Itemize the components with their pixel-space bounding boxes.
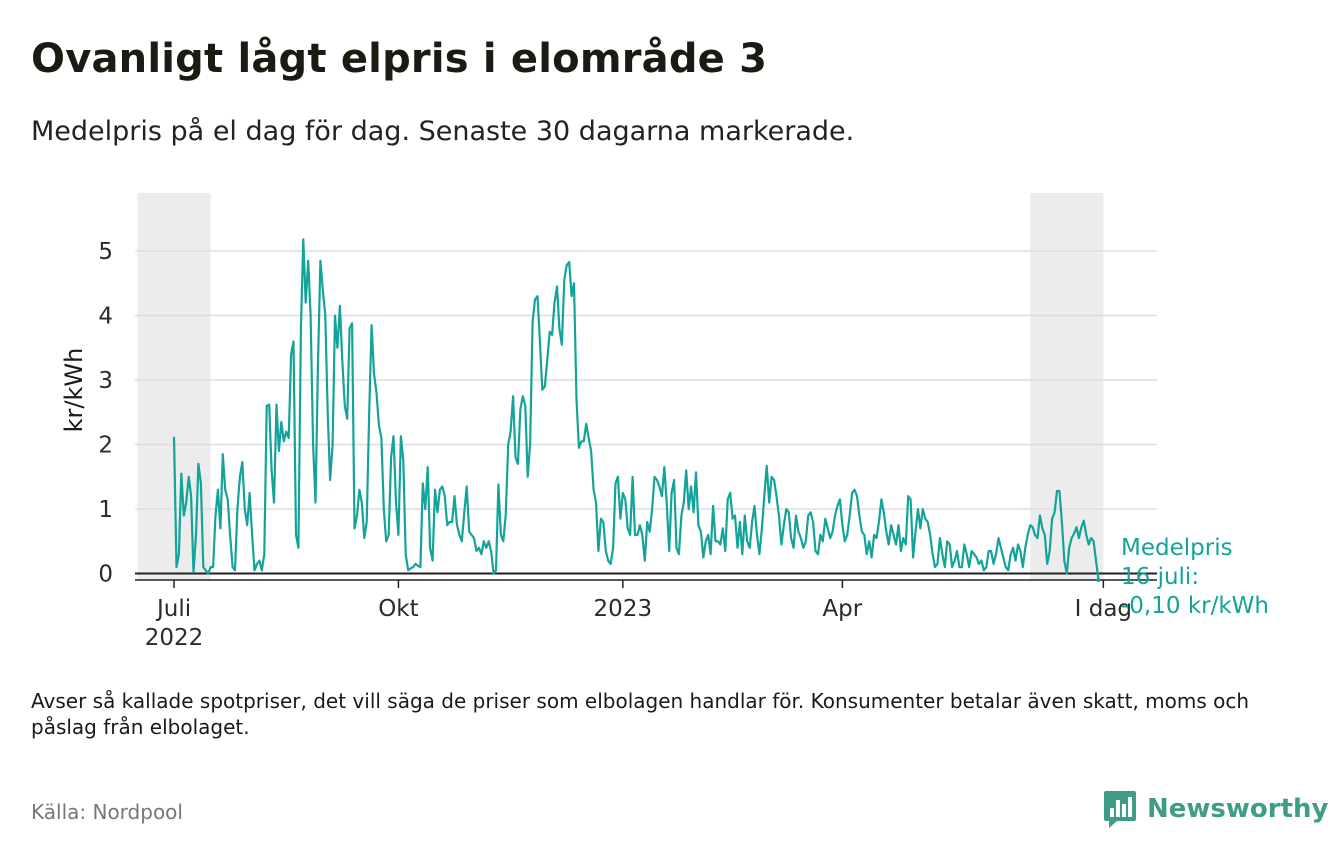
x-tick-label-5: I dag — [1075, 596, 1132, 622]
latest-value-annotation: Medelpris 16 juli: -0,10 kr/kWh — [1121, 535, 1269, 619]
y-tick-label-4: 4 — [98, 304, 113, 330]
y-tick-label-2: 2 — [98, 433, 113, 459]
annotation-line-2: 16 juli: — [1121, 564, 1199, 590]
newsworthy-logo-icon — [1104, 791, 1136, 828]
y-tick-label-1: 1 — [98, 497, 113, 523]
y-axis-ticks: 0 1 2 3 4 5 — [98, 239, 113, 588]
x-tick-label-2: Okt — [378, 596, 418, 622]
x-tick-sublabel-1: 2022 — [145, 625, 204, 651]
highlight-band-1 — [137, 193, 211, 580]
x-tick-label-4: Apr — [822, 596, 862, 622]
latest-point — [1096, 578, 1101, 582]
newsworthy-logo[interactable]: Newsworthy — [1103, 789, 1328, 829]
chart-title: Ovanligt lågt elpris i elområde 3 — [31, 36, 768, 82]
series-medelpris — [172, 238, 1101, 582]
source-credit: Källa: Nordpool — [31, 800, 183, 824]
x-axis: Juli 2022 Okt 2023 Apr I dag — [135, 579, 1157, 651]
annotation-line-3: -0,10 kr/kWh — [1121, 593, 1269, 619]
x-tick-label-3: 2023 — [594, 596, 653, 622]
footnote: Avser så kallade spotpriser, det vill sä… — [31, 689, 1250, 739]
highlight-bands — [137, 193, 1104, 580]
line-chart: 0 1 2 3 4 5 kr/kWh Juli 2022 Okt 2023 Apr I dag Me… — [60, 193, 1269, 651]
chart-subtitle: Medelpris på el dag för dag. Senaste 30 … — [31, 116, 855, 147]
gridlines — [135, 250, 1157, 575]
brand-name: Newsworthy — [1147, 794, 1329, 824]
y-tick-label-3: 3 — [98, 368, 113, 394]
y-axis-title: kr/kWh — [60, 348, 88, 433]
highlight-band-2 — [1030, 193, 1104, 580]
annotation-line-1: Medelpris — [1121, 535, 1233, 561]
price-line — [172, 238, 1100, 581]
x-tick-label-1: Juli — [155, 596, 191, 622]
y-tick-label-0: 0 — [98, 562, 113, 588]
y-tick-label-5: 5 — [98, 239, 113, 265]
